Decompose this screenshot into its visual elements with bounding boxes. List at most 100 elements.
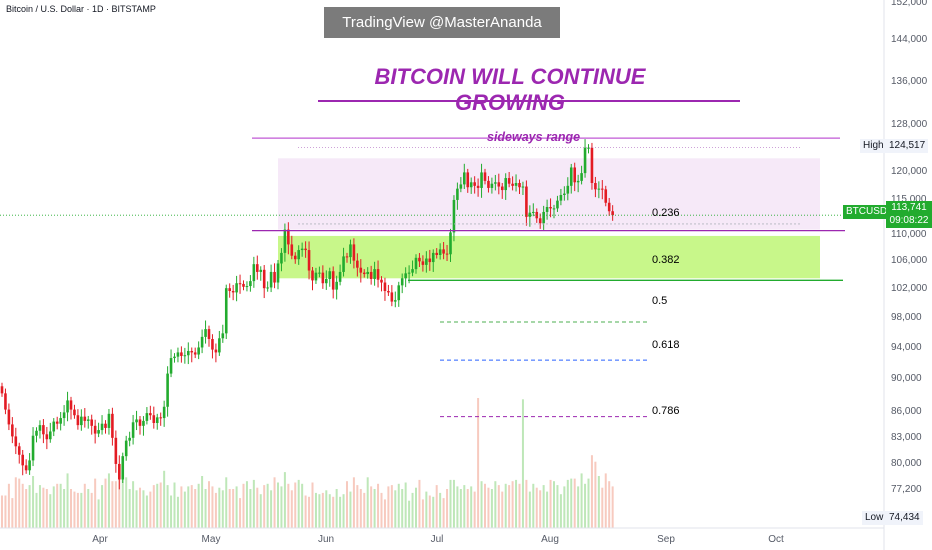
volume-bar [73, 491, 76, 528]
candle-body [518, 183, 521, 188]
candle-body [17, 446, 21, 455]
candle-body [559, 195, 563, 201]
volume-bar [208, 481, 210, 528]
candle-body [321, 272, 325, 284]
volume-bar [466, 489, 469, 528]
volume-bar [566, 479, 569, 528]
time-tick: Sep [657, 534, 675, 545]
candle-body [545, 207, 549, 212]
volume-bar [556, 485, 559, 528]
candle-body [394, 300, 397, 302]
candle-body [435, 252, 438, 255]
candle-body [121, 456, 125, 480]
candle-body [204, 329, 207, 337]
candle-body [211, 339, 214, 350]
volume-bar [408, 500, 411, 528]
candle-body [511, 183, 514, 186]
volume-bar [311, 482, 314, 528]
candle-body [31, 435, 35, 461]
candle-body [173, 356, 176, 359]
candle-body [280, 252, 283, 264]
candle-body [362, 272, 366, 275]
price-tick: 83,000 [891, 432, 922, 443]
range-zone [278, 158, 820, 230]
candle-body [45, 434, 49, 440]
price-tick: 80,000 [891, 458, 922, 469]
volume-bar [156, 483, 159, 528]
candle-body [418, 257, 421, 262]
candle-body [187, 351, 190, 356]
volume-bar [38, 485, 41, 528]
candle-body [269, 271, 273, 288]
candle-body [349, 244, 352, 258]
price-tick: 86,000 [891, 406, 922, 417]
candle-body [200, 336, 204, 348]
volume-bar [249, 489, 252, 528]
candle-body [611, 211, 614, 216]
volume-bar [314, 492, 317, 528]
fib-label-05: 0.5 [652, 295, 668, 307]
candle-body [73, 409, 76, 416]
volume-bar [297, 479, 300, 528]
candle-body [521, 186, 525, 188]
candle-body [345, 256, 349, 258]
volume-bar [4, 495, 7, 528]
candle-body [297, 250, 300, 260]
candle-body [411, 269, 414, 273]
candle-body [93, 425, 97, 434]
candle-body [528, 212, 532, 217]
volume-bar [152, 485, 155, 528]
volume-bar [587, 478, 590, 528]
volume-bar [80, 492, 83, 528]
candle-body [494, 182, 497, 184]
candle-body [580, 173, 583, 181]
candle-body [218, 338, 221, 353]
volume-bar [118, 473, 121, 528]
candle-body [456, 188, 459, 200]
volume-bar [201, 476, 204, 528]
candle-body [480, 172, 483, 188]
candle-body [404, 273, 407, 279]
volume-bar [515, 479, 518, 528]
candle-body [325, 279, 328, 284]
candle-body [111, 413, 114, 438]
volume-bar [342, 494, 345, 528]
price-tick: 115,000 [891, 194, 927, 205]
candle-body [407, 272, 411, 274]
candle-body [590, 147, 594, 183]
volume-bar [383, 499, 386, 528]
volume-bar [14, 477, 17, 528]
candle-body [601, 188, 604, 190]
price-tick: 128,000 [891, 119, 928, 130]
candle-body [159, 417, 162, 419]
candle-body [587, 147, 590, 149]
volume-bar [421, 499, 424, 528]
candle-body [149, 413, 152, 416]
volume-bar [425, 491, 428, 528]
time-tick: Apr [92, 534, 108, 545]
volume-bar [218, 487, 221, 528]
volume-bar [349, 491, 352, 528]
price-tick: 77,200 [891, 484, 922, 495]
candle-body [514, 183, 518, 186]
candle-body [538, 218, 542, 224]
volume-bar [608, 481, 611, 528]
volume-bar [356, 485, 359, 528]
candle-body [118, 463, 121, 480]
candle-body [52, 421, 56, 432]
candle-body [107, 413, 111, 428]
volume-bar [290, 490, 293, 528]
volume-bar [139, 487, 141, 528]
volume-bar [352, 477, 355, 528]
volume-bar [273, 477, 276, 528]
volume-bar [304, 495, 307, 528]
candle-body [463, 172, 466, 185]
candle-body [293, 255, 297, 260]
candle-body [59, 418, 62, 424]
candle-body [35, 430, 38, 436]
volume-bar [501, 491, 504, 528]
candle-body [259, 269, 263, 272]
price-tick: 152,000 [891, 0, 928, 8]
candle-body [459, 184, 463, 189]
